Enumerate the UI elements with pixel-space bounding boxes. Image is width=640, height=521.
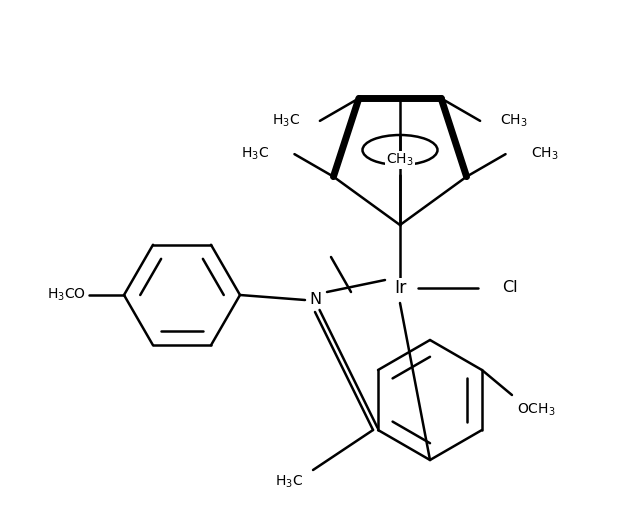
Text: CH$_3$: CH$_3$	[386, 152, 414, 168]
Text: CH$_3$: CH$_3$	[531, 146, 558, 163]
Text: H$_3$C: H$_3$C	[241, 146, 269, 163]
Text: H$_3$C: H$_3$C	[275, 474, 303, 490]
Text: H$_3$CO: H$_3$CO	[47, 287, 86, 303]
Text: Ir: Ir	[394, 279, 406, 297]
Text: CH$_3$: CH$_3$	[500, 113, 528, 129]
Text: N: N	[309, 292, 321, 307]
Text: OCH$_3$: OCH$_3$	[517, 402, 556, 418]
Text: Cl: Cl	[502, 280, 518, 295]
Text: H$_3$C: H$_3$C	[272, 113, 300, 129]
